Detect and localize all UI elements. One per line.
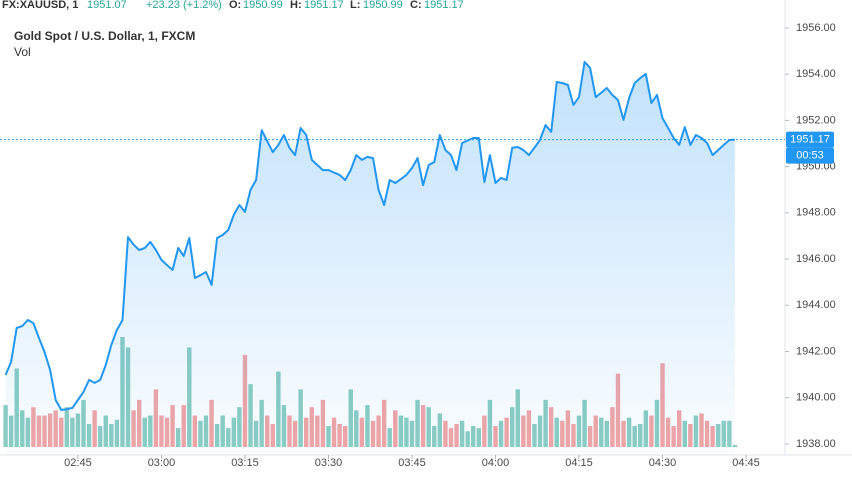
y-tick-label: 1944.00: [796, 299, 836, 311]
y-tick-label: 1940.00: [796, 392, 836, 404]
high: 1951.17: [304, 0, 344, 11]
l-label: L:: [350, 0, 360, 11]
price-line: [4, 60, 735, 411]
y-tick-label: 1954.00: [796, 68, 836, 80]
countdown: 00:53: [796, 149, 824, 161]
last-price-label: 1951.17: [790, 133, 830, 145]
last-price-box: [786, 131, 834, 148]
close: 1951.17: [424, 0, 464, 11]
volume-label: Vol: [14, 45, 31, 59]
x-tick-label: 03:45: [398, 457, 426, 469]
c-label: C:: [410, 0, 422, 11]
countdown-box: [786, 147, 834, 164]
last: 1951.07: [87, 0, 127, 11]
x-tick-label: 03:00: [148, 457, 176, 469]
volume-bar: [3, 405, 8, 447]
symbol: FX:XAUUSD, 1: [2, 0, 78, 11]
price-area: [5, 61, 735, 456]
x-tick-label: 04:45: [732, 457, 760, 469]
change: +23.23 (+1.2%): [146, 0, 222, 11]
y-tick-label: 1952.00: [796, 114, 836, 126]
x-tick-label: 03:15: [231, 457, 259, 469]
y-tick-label: 1938.00: [796, 438, 836, 450]
x-tick-label: 04:15: [565, 457, 593, 469]
x-tick-label: 04:30: [649, 457, 677, 469]
y-tick-label: 1946.00: [796, 253, 836, 265]
x-tick-label: 02:45: [64, 457, 92, 469]
y-tick-label: 1956.00: [796, 22, 836, 34]
low: 1950.99: [363, 0, 403, 11]
x-tick-label: 03:30: [315, 457, 343, 469]
open: 1950.99: [243, 0, 283, 11]
y-tick-label: 1942.00: [796, 345, 836, 357]
y-tick-label: 1948.00: [796, 207, 836, 219]
header: FX:XAUUSD, 1 1951.07 +23.23 (+1.2%) O: 1…: [2, 0, 464, 11]
o-label: O:: [229, 0, 241, 11]
x-tick-label: 04:00: [482, 457, 510, 469]
h-label: H:: [290, 0, 302, 11]
chart-title: Gold Spot / U.S. Dollar, 1, FXCM: [14, 29, 195, 43]
